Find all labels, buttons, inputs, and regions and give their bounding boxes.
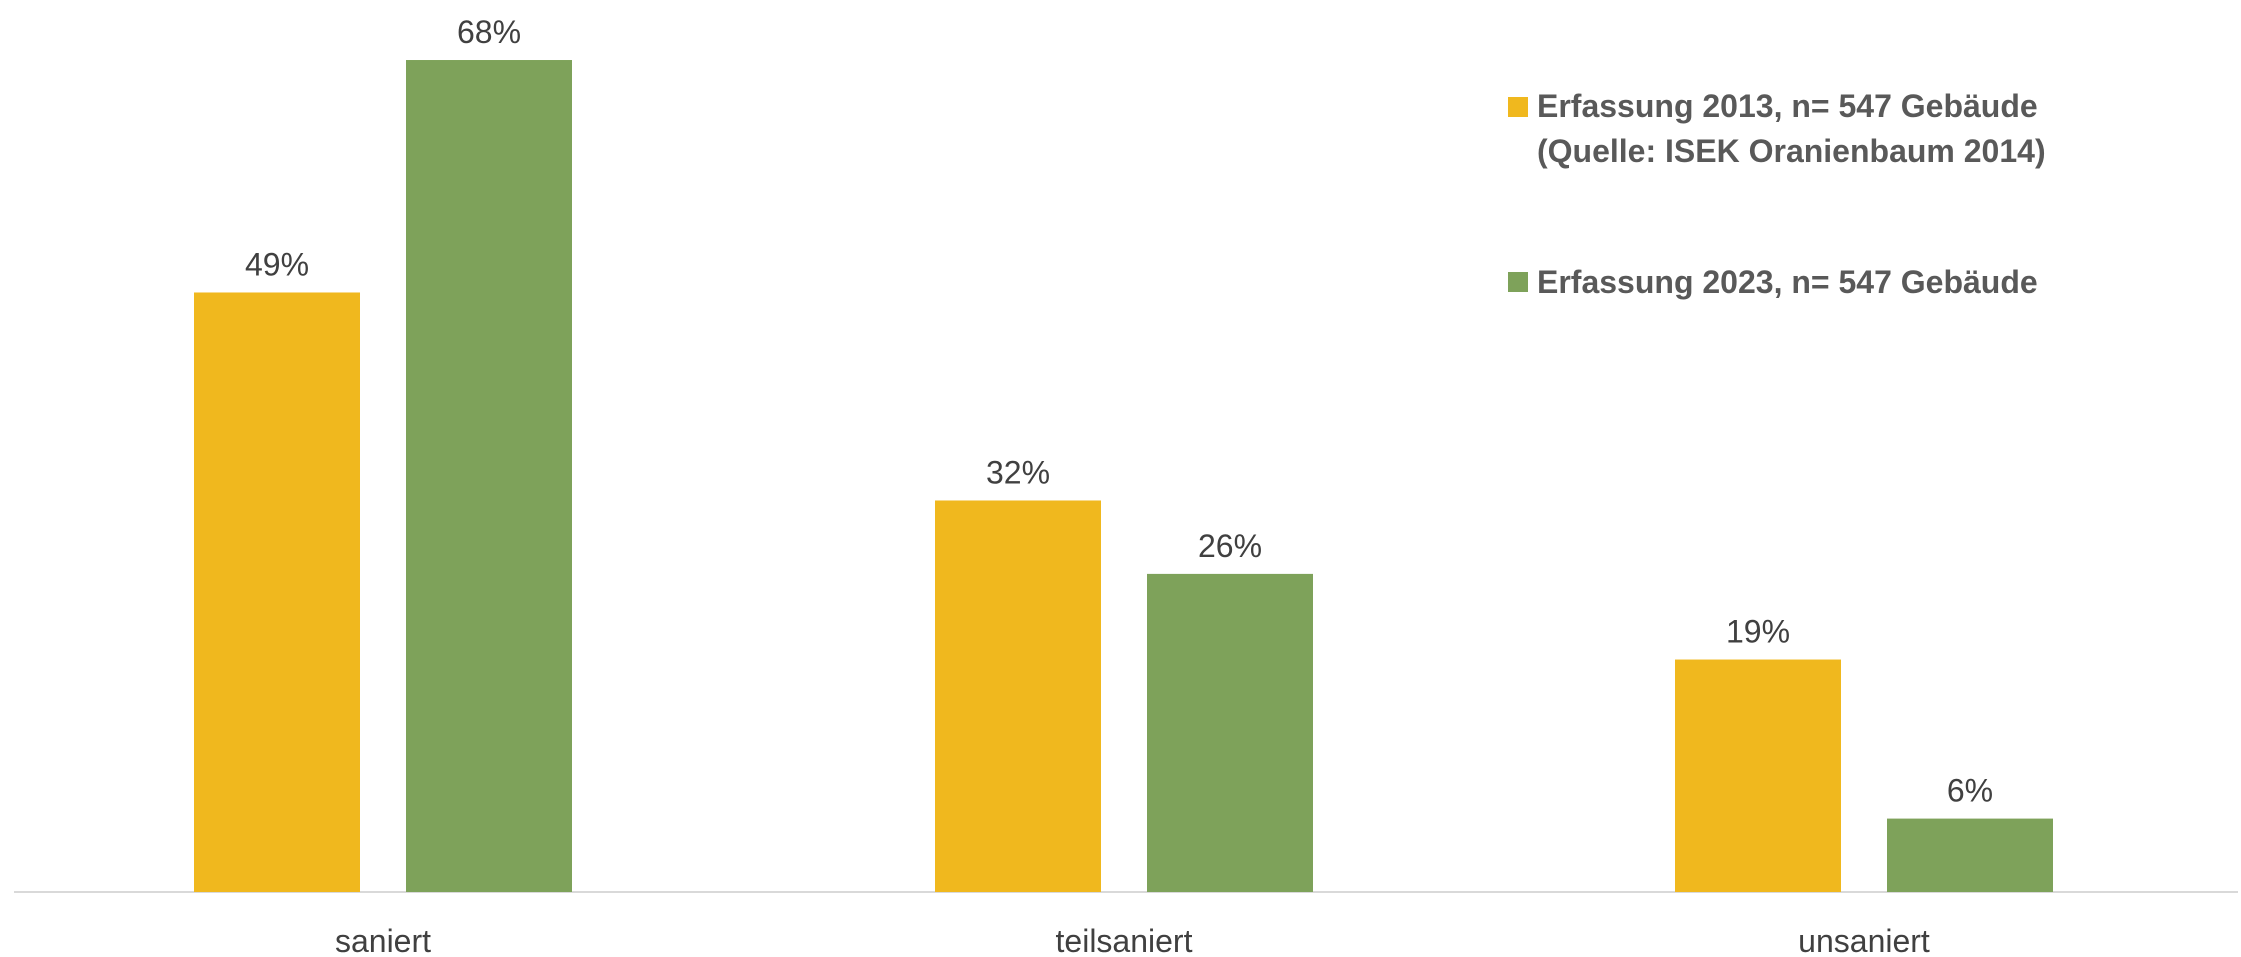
legend-label-2013-source: (Quelle: ISEK Oranienbaum 2014) xyxy=(1537,133,2046,169)
category-label-saniert: saniert xyxy=(335,923,431,957)
bar-saniert-2023 xyxy=(406,60,572,892)
category-labels-group: saniert teilsaniert unsaniert xyxy=(335,923,1930,957)
bar-teilsaniert-2013 xyxy=(935,500,1101,892)
bar-saniert-2013 xyxy=(194,292,360,892)
legend: Erfassung 2013, n= 547 Gebäude (Quelle: … xyxy=(1508,88,2046,300)
data-label-teilsaniert-2013: 32% xyxy=(986,454,1050,490)
legend-swatch-2023 xyxy=(1508,272,1528,292)
data-label-teilsaniert-2023: 26% xyxy=(1198,528,1262,564)
legend-swatch-2013 xyxy=(1508,97,1528,117)
legend-label-2023: Erfassung 2023, n= 547 Gebäude xyxy=(1537,264,2038,300)
bar-teilsaniert-2023 xyxy=(1147,573,1313,892)
category-label-unsaniert: unsaniert xyxy=(1798,923,1930,957)
bar-unsaniert-2023 xyxy=(1887,818,2053,892)
data-label-unsaniert-2013: 19% xyxy=(1726,614,1790,650)
data-label-saniert-2023: 68% xyxy=(457,14,521,50)
category-label-teilsaniert: teilsaniert xyxy=(1056,923,1193,957)
bars-group xyxy=(194,60,2053,892)
legend-label-2013: Erfassung 2013, n= 547 Gebäude xyxy=(1537,88,2038,124)
data-label-saniert-2013: 49% xyxy=(245,246,309,282)
data-label-unsaniert-2023: 6% xyxy=(1947,773,1993,809)
data-labels-group: 49% 32% 19% 68% 26% 6% xyxy=(245,14,1993,809)
bar-unsaniert-2013 xyxy=(1675,659,1841,892)
